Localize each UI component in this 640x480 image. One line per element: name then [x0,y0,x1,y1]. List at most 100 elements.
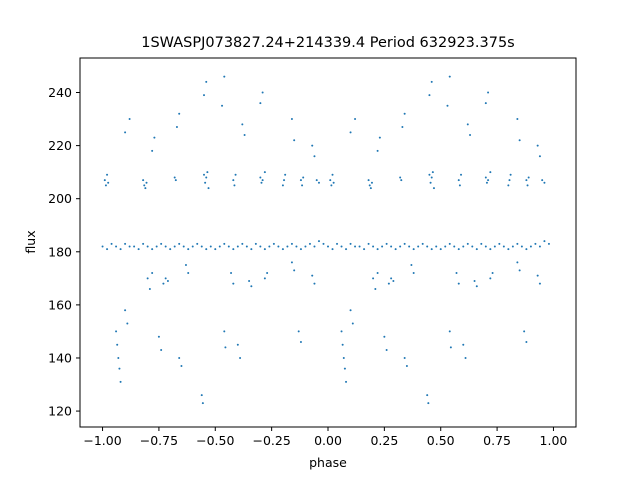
data-point [405,364,408,367]
data-point [304,245,307,248]
data-point [308,242,311,245]
data-point [410,264,413,267]
data-point [354,118,357,121]
data-point [448,330,451,333]
data-point [329,179,332,182]
data-point [489,277,492,280]
data-point [232,179,235,182]
data-point [313,155,316,158]
data-point [354,245,357,248]
data-point [283,179,286,182]
data-point [469,133,472,136]
data-point [508,179,511,182]
data-point [234,173,237,176]
data-point [372,245,375,248]
data-point [151,149,154,152]
data-point [124,242,127,245]
data-point [223,75,226,78]
data-point [385,242,388,245]
data-point [509,173,512,176]
data-point [146,245,149,248]
data-point [369,187,372,190]
data-point [286,245,289,248]
data-point [448,75,451,78]
data-point [223,330,226,333]
data-point [466,242,469,245]
data-point [233,184,236,187]
data-point [230,272,233,275]
data-point [368,184,371,187]
data-point [313,282,316,285]
data-point [343,367,346,370]
data-point [387,282,390,285]
x-tick-label: −1.00 [83,433,121,448]
data-point [227,245,230,248]
x-axis-ticks: −1.00 −0.75 −0.50 −0.25 0.00 0.25 0.50 0.75 1.00 [83,427,567,448]
data-point [299,179,302,182]
data-point [236,343,239,346]
data-point [322,242,325,245]
data-point [349,242,352,245]
x-tick-label: 0.75 [483,433,511,448]
data-point [173,176,176,179]
y-tick-label: 220 [48,138,72,153]
data-point [475,248,478,251]
data-point [427,402,430,405]
x-tick-label: 1.00 [540,433,568,448]
data-point [311,274,314,277]
y-tick-label: 180 [48,244,72,259]
data-point [166,279,169,282]
data-point [444,245,447,248]
data-point [142,242,145,245]
data-point [426,245,429,248]
x-tick-label: 0.00 [314,433,342,448]
data-point [200,245,203,248]
data-point [128,245,131,248]
data-point [178,242,181,245]
data-point [487,179,490,182]
data-point [145,181,148,184]
data-point [536,274,539,277]
data-point [155,245,158,248]
data-point [399,176,402,179]
y-tick-label: 240 [48,85,72,100]
data-point [241,123,244,126]
data-point [446,104,449,107]
data-point [426,394,429,397]
data-point [205,80,208,83]
data-point [457,282,460,285]
data-point [281,184,284,187]
data-point [471,245,474,248]
data-point [428,94,431,97]
data-point [245,245,248,248]
data-point [439,248,442,251]
data-point [516,118,519,121]
data-point [432,187,435,190]
data-point [340,330,343,333]
x-tick-label: −0.50 [196,433,234,448]
data-point [116,343,119,346]
data-point [462,343,465,346]
x-tick-label: −0.25 [252,433,290,448]
data-point [372,277,375,280]
data-point [174,179,177,182]
data-point [301,184,304,187]
data-point [435,245,438,248]
data-point [525,341,528,344]
data-point [299,248,302,251]
data-point [331,173,334,176]
data-point [381,245,384,248]
data-point [430,176,433,179]
data-point [224,346,227,349]
y-tick-label: 120 [48,404,72,419]
data-point [173,245,176,248]
data-point [142,179,145,182]
data-point [201,402,204,405]
data-point [383,335,386,338]
data-point [146,277,149,280]
data-point [118,367,121,370]
data-point [137,248,140,251]
data-point [153,136,156,139]
data-point [115,330,118,333]
